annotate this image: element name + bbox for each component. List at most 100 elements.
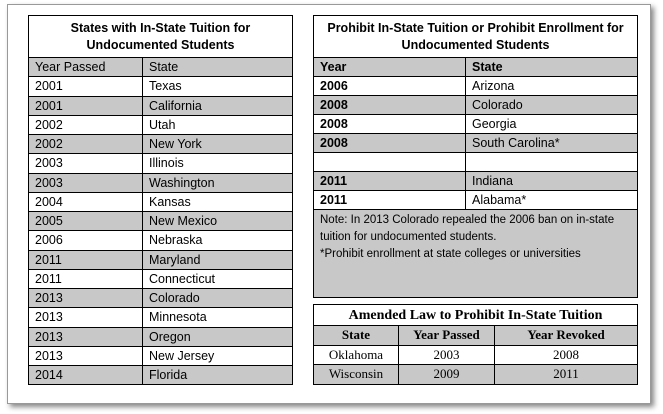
cell: Kansas bbox=[142, 191, 293, 213]
cell: California bbox=[142, 95, 293, 116]
header-cell: State bbox=[313, 325, 399, 346]
cell: Minnesota bbox=[142, 307, 293, 328]
header-row: State Year Passed Year Revoked bbox=[313, 325, 639, 346]
header-cell: Year Passed bbox=[28, 56, 143, 78]
cell: 2001 bbox=[28, 76, 143, 97]
cell: 2011 bbox=[28, 268, 143, 290]
cell bbox=[464, 152, 639, 172]
cell: 2013 bbox=[28, 307, 143, 328]
row: 2006 Arizona bbox=[313, 76, 639, 96]
cell: Arizona bbox=[464, 76, 639, 96]
cell: New York bbox=[142, 133, 293, 155]
cell: Connecticut bbox=[142, 268, 293, 290]
cell bbox=[313, 152, 466, 172]
cell: 2002 bbox=[28, 133, 143, 155]
cell: 2008 bbox=[313, 114, 466, 134]
cell: 2011 bbox=[28, 249, 143, 270]
cell: New Mexico bbox=[142, 210, 293, 232]
note-cell: Note: In 2013 Colorado repealed the 2006… bbox=[312, 209, 639, 298]
prohibit-table: Prohibit In-State Tuition or Prohibit En… bbox=[312, 15, 639, 298]
cell: 2003 bbox=[398, 344, 495, 365]
row: 2002 New York bbox=[28, 133, 293, 155]
header-row: Year State bbox=[313, 57, 639, 77]
row: 2001 Texas bbox=[28, 76, 293, 97]
header-cell: State bbox=[464, 57, 639, 77]
cell: Texas bbox=[142, 76, 293, 97]
cell: 2008 bbox=[493, 344, 639, 365]
cell: 2013 bbox=[28, 326, 143, 347]
cell: South Carolina* bbox=[464, 133, 639, 153]
row: 2013 Oregon bbox=[28, 326, 293, 347]
cell: 2004 bbox=[28, 191, 143, 213]
cell: 2005 bbox=[28, 210, 143, 232]
cell: 2003 bbox=[28, 153, 143, 174]
row: 2011 Connecticut bbox=[28, 268, 293, 290]
row bbox=[313, 152, 639, 172]
note-row: Note: In 2013 Colorado repealed the 2006… bbox=[312, 209, 639, 298]
row: 2003 Illinois bbox=[28, 153, 293, 174]
row: 2013 Minnesota bbox=[28, 307, 293, 328]
cell: Alabama* bbox=[464, 190, 639, 210]
row: 2014 Florida bbox=[28, 364, 293, 386]
title-row: States with In-State Tuition for Undocum… bbox=[28, 15, 293, 58]
cell: 2014 bbox=[28, 364, 143, 386]
cell: 2008 bbox=[313, 133, 466, 153]
row: 2008 Colorado bbox=[313, 95, 639, 115]
cell: Colorado bbox=[142, 287, 293, 309]
row: Wisconsin 2009 2011 bbox=[313, 364, 639, 385]
table-title: Amended Law to Prohibit In-State Tuition bbox=[312, 304, 639, 326]
cell: Georgia bbox=[464, 114, 639, 134]
cell: Illinois bbox=[142, 153, 293, 174]
cell: 2009 bbox=[398, 364, 495, 385]
row: 2013 New Jersey bbox=[28, 345, 293, 367]
header-row: Year Passed State bbox=[28, 56, 293, 78]
cell: Florida bbox=[142, 364, 293, 386]
amended-table: Amended Law to Prohibit In-State Tuition… bbox=[312, 304, 639, 385]
cell: Maryland bbox=[142, 249, 293, 270]
row: 2011 Indiana bbox=[313, 171, 639, 191]
header-cell: Year bbox=[313, 57, 466, 77]
cell: Colorado bbox=[464, 95, 639, 115]
row: 2011 Alabama* bbox=[313, 190, 639, 210]
cell: 2011 bbox=[313, 171, 466, 191]
title-row: Prohibit In-State Tuition or Prohibit En… bbox=[312, 15, 639, 58]
cell: 2011 bbox=[313, 190, 466, 210]
cell: 2013 bbox=[28, 287, 143, 309]
cell: Washington bbox=[142, 172, 293, 193]
cell: New Jersey bbox=[142, 345, 293, 367]
row: Oklahoma 2003 2008 bbox=[313, 344, 639, 365]
row: 2011 Maryland bbox=[28, 249, 293, 270]
cell: Wisconsin bbox=[313, 364, 399, 385]
row: 2013 Colorado bbox=[28, 287, 293, 309]
cell: Indiana bbox=[464, 171, 639, 191]
cell: 2002 bbox=[28, 114, 143, 136]
cell: 2001 bbox=[28, 95, 143, 116]
header-cell: Year Revoked bbox=[493, 325, 639, 346]
row: 2004 Kansas bbox=[28, 191, 293, 213]
note: *Prohibit enrollment at state colleges o… bbox=[320, 248, 581, 260]
row: 2006 Nebraska bbox=[28, 230, 293, 251]
header-cell: State bbox=[142, 56, 293, 78]
cell: Nebraska bbox=[142, 230, 293, 251]
row: 2008 South Carolina* bbox=[313, 133, 639, 153]
cell: 2008 bbox=[313, 95, 466, 115]
row: 2002 Utah bbox=[28, 114, 293, 136]
title-row: Amended Law to Prohibit In-State Tuition bbox=[312, 304, 639, 326]
cell: 2011 bbox=[493, 364, 639, 385]
row: 2003 Washington bbox=[28, 172, 293, 193]
cell: Oregon bbox=[142, 326, 293, 347]
cell: 2006 bbox=[28, 230, 143, 251]
tuition-table: States with In-State Tuition for Undocum… bbox=[28, 15, 293, 386]
row: 2005 New Mexico bbox=[28, 210, 293, 232]
cell: 2006 bbox=[313, 76, 466, 96]
note: Note: In 2013 Colorado repealed the 2006… bbox=[320, 214, 615, 243]
cell: Utah bbox=[142, 114, 293, 136]
row: 2008 Georgia bbox=[313, 114, 639, 134]
table-title: States with In-State Tuition for Undocum… bbox=[28, 15, 293, 58]
row: 2001 California bbox=[28, 95, 293, 116]
header-cell: Year Passed bbox=[398, 325, 495, 346]
cell: 2003 bbox=[28, 172, 143, 193]
cell: 2013 bbox=[28, 345, 143, 367]
cell: Oklahoma bbox=[313, 344, 399, 365]
